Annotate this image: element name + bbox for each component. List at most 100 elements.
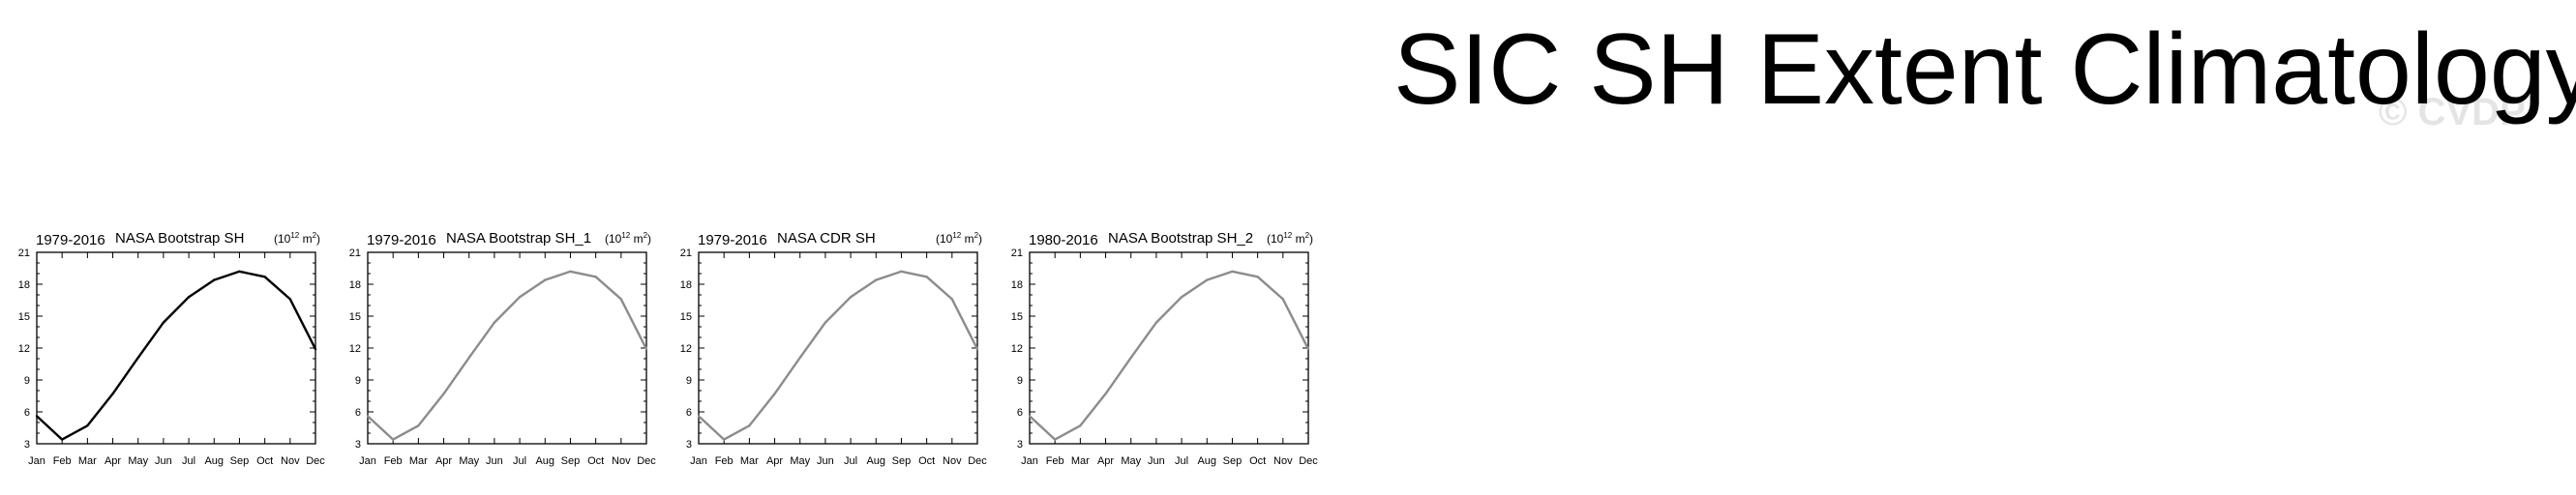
units-part: m [961,232,973,246]
units-part: ) [978,232,982,246]
data-point [1206,278,1209,281]
chart-panel-2: 1979-2016 NASA Bootstrap SH_1 (1012 m2)369… [349,230,657,467]
y-tick-label: 15 [1011,311,1023,323]
units-part: 12 [952,231,961,240]
x-tick-label: Dec [306,455,325,467]
y-tick-label: 6 [1017,407,1023,419]
data-point [288,298,292,301]
units-part: 2 [644,231,648,240]
x-tick-label: Jul [844,455,857,467]
data-point [1306,347,1310,351]
x-tick-label: May [128,455,148,467]
data-point [1129,356,1132,360]
units-part: 12 [290,231,299,240]
series-line [1029,270,1310,441]
y-tick-label: 3 [24,439,30,451]
y-tick-label: 9 [686,375,692,387]
x-tick-label: Aug [204,455,224,467]
data-point [1281,298,1285,301]
units-part: (10 [936,232,953,246]
plot-frame [698,251,978,445]
data-point [619,298,623,301]
x-tick-label: Apr [1097,455,1114,467]
x-tick-label: Oct [1249,455,1266,467]
data-point [391,438,395,441]
data-point [1256,276,1259,278]
x-tick-label: Apr [766,455,783,467]
data-point [35,415,39,418]
y-tick-label: 3 [1017,439,1023,451]
data-point [187,296,191,299]
x-tick-label: Feb [384,455,403,467]
y-tick-label: 21 [18,248,30,259]
panel-series-label: NASA Bootstrap SH_1 [446,230,591,247]
x-tick-label: Dec [1299,455,1318,467]
data-point [773,393,776,395]
x-tick-label: Oct [256,455,273,467]
x-tick-label: Jan [690,455,707,467]
panel-left-label: 1979-2016 [367,232,436,248]
x-tick-label: Jan [28,455,45,467]
data-point [467,356,470,360]
y-tick-label: 3 [686,439,692,451]
units-part: ) [647,232,651,246]
series-line [367,270,648,441]
y-tick-label: 9 [24,375,30,387]
panel-units-label: (1012 m2) [1267,231,1313,246]
data-point [722,438,726,441]
x-tick-label: Aug [535,455,554,467]
x-tick-label: Mar [78,455,97,467]
x-tick-label: Oct [587,455,604,467]
x-tick-label: Aug [1197,455,1216,467]
data-point [518,296,522,299]
page-title: SIC SH Extent Climatology [1393,14,2576,126]
units-part: 2 [313,231,317,240]
units-part: 12 [621,231,630,240]
x-tick-label: Jun [817,455,834,467]
y-tick-label: 18 [18,279,30,291]
y-tick-label: 6 [686,407,692,419]
y-tick-label: 12 [1011,343,1023,355]
plot-frame [367,251,647,445]
x-tick-label: Sep [230,455,250,467]
watermark: © CVDP [2379,91,2526,133]
data-point [925,276,928,278]
units-part: (10 [1267,232,1284,246]
x-tick-label: Sep [1223,455,1243,467]
data-point [975,347,979,351]
y-tick-label: 6 [355,407,361,419]
x-tick-label: Feb [715,455,734,467]
data-point [238,270,241,273]
y-tick-label: 12 [680,343,692,355]
x-tick-label: Mar [740,455,759,467]
x-tick-label: Jul [1175,455,1188,467]
plot-frame [36,251,316,445]
data-point [824,321,827,324]
data-point [60,438,64,441]
y-tick-label: 18 [680,279,692,291]
x-tick-label: Jan [1021,455,1038,467]
data-point [314,347,317,351]
x-tick-label: Dec [968,455,987,467]
data-point [644,347,648,351]
panel-series-label: NASA CDR SH [777,230,876,247]
data-point [1154,321,1158,324]
y-tick-label: 12 [18,343,30,355]
x-tick-label: Oct [918,455,935,467]
series-line [36,270,317,441]
panel-left-label: 1979-2016 [36,232,105,248]
panel-units-label: (1012 m2) [605,231,651,246]
data-point [697,415,701,418]
data-point [849,296,853,299]
y-tick-label: 3 [355,439,361,451]
panel-left-label: 1979-2016 [698,232,767,248]
x-tick-label: Sep [892,455,912,467]
units-part: m [630,232,643,246]
x-tick-label: Jun [155,455,172,467]
units-part: 2 [974,231,979,240]
chart-panel-4: 1980-2016 NASA Bootstrap SH_2 (1012 m2)369… [1011,230,1319,467]
units-part: m [299,232,312,246]
y-tick-label: 21 [680,248,692,259]
x-tick-label: May [790,455,810,467]
data-point [162,321,165,324]
